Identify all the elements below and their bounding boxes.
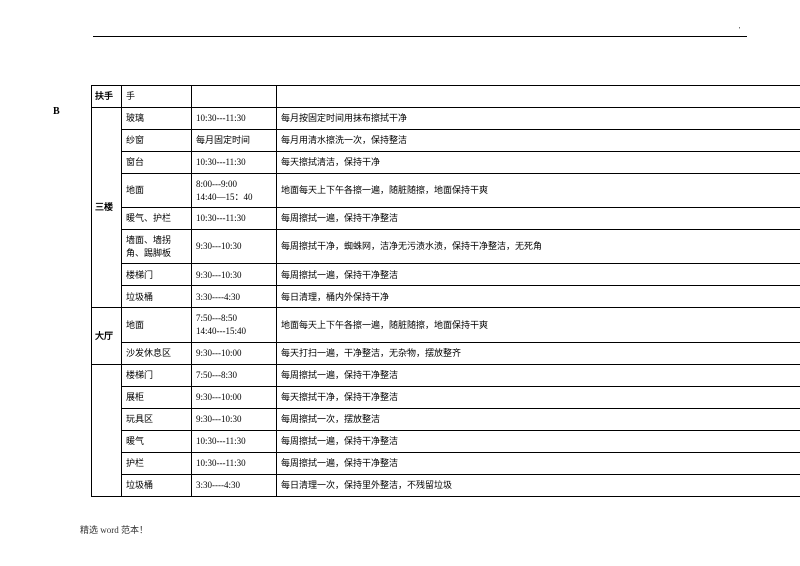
table-row: 楼梯门9:30---10:30每周擦拭一遍，保持干净整洁 [92,264,800,286]
desc-cell: 地面每天上下午各擦一遍，随脏随擦，地面保持干爽 [277,174,800,208]
table-row: 扶手手 [92,86,800,108]
item-cell: 楼梯门 [122,364,192,386]
item-cell: 墙面、墙拐角、踢脚板 [122,230,192,264]
item-cell: 手 [122,86,192,108]
footer-text: 精选 word 范本！ [80,523,148,536]
schedule-table-wrap: 扶手手三楼玻璃10:30---11:30每月按固定时间用抹布擦拭干净纱窗每月固定… [91,85,800,497]
table-row: 护栏10:30---11:30每周擦拭一遍，保持干净整洁 [92,452,800,474]
time-cell: 每月固定时间 [192,130,277,152]
group-label [92,364,122,496]
time-cell: 9:30---10:30 [192,408,277,430]
time-cell: 3:30----4:30 [192,474,277,496]
item-cell: 玻璃 [122,108,192,130]
desc-cell: 每月按固定时间用抹布擦拭干净 [277,108,800,130]
table-row: 垃圾桶3:30----4:30每日清理一次，保持里外整洁，不残留垃圾 [92,474,800,496]
group-label: 三楼 [92,108,122,308]
time-cell: 10:30---11:30 [192,108,277,130]
item-cell: 玩具区 [122,408,192,430]
group-label: 扶手 [92,86,122,108]
table-row: 纱窗每月固定时间每月用清水擦洗一次，保持整洁 [92,130,800,152]
desc-cell: 每天擦拭干净，保持干净整洁 [277,386,800,408]
section-label: B [53,106,60,117]
table-row: 暖气、护栏10:30---11:30每周擦拭一遍，保持干净整洁 [92,208,800,230]
desc-cell: 每周擦拭一遍，保持干净整洁 [277,208,800,230]
item-cell: 暖气 [122,430,192,452]
table-row: 玩具区9:30---10:30每周擦拭一次，摆放整洁 [92,408,800,430]
group-label: 大厅 [92,308,122,364]
schedule-table: 扶手手三楼玻璃10:30---11:30每月按固定时间用抹布擦拭干净纱窗每月固定… [91,85,800,497]
time-cell: 9:30---10:30 [192,264,277,286]
header-mark: ' [739,26,740,34]
desc-cell: 每周擦拭干净，蜘蛛网，洁净无污渍水渍，保持干净整洁，无死角 [277,230,800,264]
header-rule [93,36,747,37]
time-cell: 10:30---11:30 [192,452,277,474]
time-cell: 10:30---11:30 [192,152,277,174]
desc-cell [277,86,800,108]
table-row: 大厅地面7:50---8:50 14:40---15:40地面每天上下午各擦一遍… [92,308,800,342]
item-cell: 窗台 [122,152,192,174]
time-cell [192,86,277,108]
time-cell: 9:30---10:30 [192,230,277,264]
table-row: 展柜9:30---10:00每天擦拭干净，保持干净整洁 [92,386,800,408]
table-row: 地面8:00---9:00 14:40—15：40地面每天上下午各擦一遍，随脏随… [92,174,800,208]
item-cell: 垃圾桶 [122,286,192,308]
desc-cell: 每周擦拭一遍，保持干净整洁 [277,452,800,474]
table-row: 垃圾桶3:30----4:30每日清理，桶内外保持干净 [92,286,800,308]
desc-cell: 每月用清水擦洗一次，保持整洁 [277,130,800,152]
desc-cell: 每周擦拭一遍，保持干净整洁 [277,364,800,386]
desc-cell: 每周擦拭一遍，保持干净整洁 [277,264,800,286]
desc-cell: 每日清理，桶内外保持干净 [277,286,800,308]
item-cell: 护栏 [122,452,192,474]
desc-cell: 每天擦拭清洁，保持干净 [277,152,800,174]
item-cell: 地面 [122,174,192,208]
item-cell: 地面 [122,308,192,342]
table-row: 三楼玻璃10:30---11:30每月按固定时间用抹布擦拭干净 [92,108,800,130]
time-cell: 8:00---9:00 14:40—15：40 [192,174,277,208]
table-row: 沙发休息区9:30---10:00每天打扫一遍，干净整洁，无杂物，摆放整齐 [92,342,800,364]
item-cell: 垃圾桶 [122,474,192,496]
desc-cell: 每周擦拭一次，摆放整洁 [277,408,800,430]
table-row: 窗台10:30---11:30每天擦拭清洁，保持干净 [92,152,800,174]
time-cell: 9:30---10:00 [192,386,277,408]
time-cell: 7:50---8:30 [192,364,277,386]
item-cell: 暖气、护栏 [122,208,192,230]
time-cell: 10:30---11:30 [192,430,277,452]
time-cell: 7:50---8:50 14:40---15:40 [192,308,277,342]
item-cell: 展柜 [122,386,192,408]
desc-cell: 每天打扫一遍，干净整洁，无杂物，摆放整齐 [277,342,800,364]
desc-cell: 地面每天上下午各擦一遍，随脏随擦，地面保持干爽 [277,308,800,342]
item-cell: 纱窗 [122,130,192,152]
time-cell: 3:30----4:30 [192,286,277,308]
table-row: 墙面、墙拐角、踢脚板9:30---10:30每周擦拭干净，蜘蛛网，洁净无污渍水渍… [92,230,800,264]
item-cell: 沙发休息区 [122,342,192,364]
desc-cell: 每日清理一次，保持里外整洁，不残留垃圾 [277,474,800,496]
item-cell: 楼梯门 [122,264,192,286]
desc-cell: 每周擦拭一遍，保持干净整洁 [277,430,800,452]
time-cell: 9:30---10:00 [192,342,277,364]
time-cell: 10:30---11:30 [192,208,277,230]
table-row: 楼梯门7:50---8:30每周擦拭一遍，保持干净整洁 [92,364,800,386]
table-row: 暖气10:30---11:30每周擦拭一遍，保持干净整洁 [92,430,800,452]
